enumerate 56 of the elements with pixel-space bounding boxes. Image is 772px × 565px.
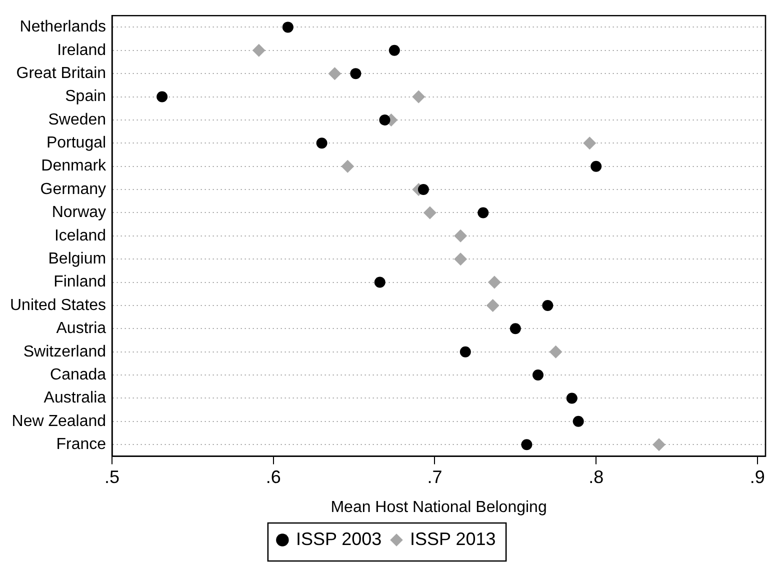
y-tick-label: New Zealand [12,412,106,430]
x-tick-label: .9 [750,466,765,487]
point [510,323,521,334]
y-tick-label: Norway [52,204,106,222]
point [341,160,354,173]
y-tick-label: Germany [40,180,106,198]
y-tick-label: Iceland [54,227,106,244]
x-tick-label: .5 [104,466,120,487]
point [572,416,584,427]
point [488,276,501,289]
point [542,300,554,311]
point [423,206,436,220]
x-tick-label: .6 [266,466,281,487]
y-tick-label: Australia [44,390,106,407]
point [454,229,468,242]
point [388,44,400,56]
x-tick-label: .8 [588,466,604,487]
y-tick-label: Sweden [48,111,106,128]
y-tick-label: Switzerland [23,343,106,360]
point [374,276,386,288]
point [252,44,266,57]
y-tick-label: Spain [65,88,106,106]
point [328,67,342,80]
point [652,438,666,452]
y-tick-label: Great Britain [16,64,106,82]
y-tick-label: United States [10,296,106,314]
point [316,138,328,149]
point [350,68,362,80]
point [454,252,468,266]
point [412,90,426,104]
point [532,370,544,381]
point [521,439,532,450]
y-tick-label: Belgium [48,250,106,268]
point [478,207,489,218]
point [486,298,500,312]
point [156,91,168,102]
point [566,392,578,404]
x-tick-label: .7 [427,466,442,487]
y-tick-label: Canada [50,366,106,384]
y-tick-label: France [56,436,106,454]
legend-label: ISSP 2003 [296,528,382,549]
y-tick-label: Finland [54,274,106,291]
point [282,22,294,33]
legend-label: ISSP 2013 [410,528,496,549]
point [590,160,602,172]
x-axis-title: Mean Host National Belonging [330,498,547,516]
y-tick-label: Denmark [41,158,108,175]
point [418,184,429,196]
point [549,345,562,358]
point [583,136,596,150]
y-tick-label: Portugal [46,134,106,152]
point [379,114,390,126]
y-tick-label: Austria [56,320,106,338]
y-tick-label: Ireland [57,42,106,59]
y-tick-label: Netherlands [20,18,106,36]
point [460,346,471,358]
